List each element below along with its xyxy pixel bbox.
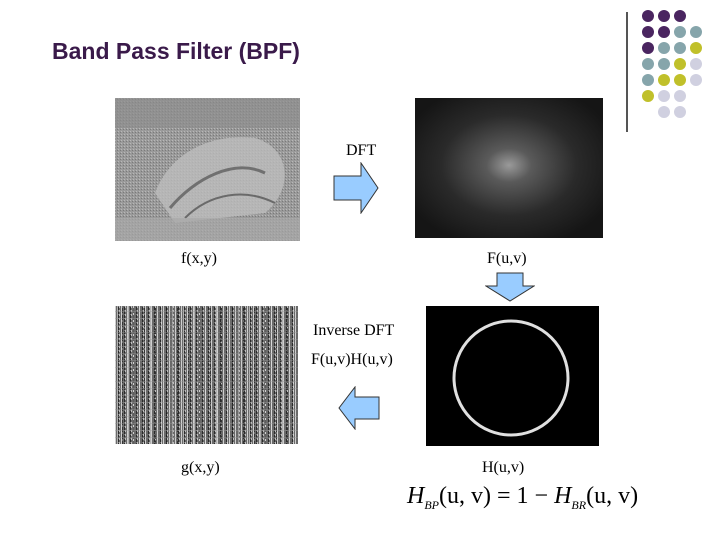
decorative-dot: [658, 58, 670, 70]
bpf-formula: HBP(u, v) = 1 − HBR(u, v): [407, 483, 638, 513]
lunar-rock-photo: [115, 98, 300, 241]
decorative-dot: [658, 26, 670, 38]
decorative-dot: [658, 74, 670, 86]
decorative-dot: [674, 74, 686, 86]
decorative-dot: [690, 58, 702, 70]
decorative-dot: [642, 74, 654, 86]
fh-product-label: F(u,v)H(u,v): [311, 351, 393, 368]
decorative-dot: [674, 42, 686, 54]
formula-rhs: H: [554, 483, 572, 509]
formula-equals: = 1 −: [497, 483, 549, 509]
decorative-dot: [690, 42, 702, 54]
decorative-dot: [658, 42, 670, 54]
formula-args1: (u, v): [439, 483, 491, 509]
decorative-dot: [690, 26, 702, 38]
Fuv-label: F(u,v): [487, 250, 527, 267]
inverse-dft-label: Inverse DFT: [313, 322, 395, 339]
decorative-dot-grid: [630, 8, 714, 118]
decorative-dot: [690, 74, 702, 86]
decorative-dot: [642, 26, 654, 38]
Huv-label: H(u,v): [482, 459, 525, 476]
decorative-dot: [674, 10, 686, 22]
fxy-label: f(x,y): [181, 250, 217, 267]
decorative-dot: [642, 42, 654, 54]
band-pass-ring-filter: [426, 306, 599, 446]
fourier-spectrum: [415, 98, 603, 238]
decorative-dot: [674, 58, 686, 70]
decorative-dot: [658, 90, 670, 102]
decorative-dot: [642, 58, 654, 70]
dft-label: DFT: [346, 142, 377, 159]
decorative-dot: [674, 90, 686, 102]
spectrum-image-Fuv: [415, 98, 603, 238]
formula-args2: (u, v): [586, 483, 639, 509]
right-arrow-icon: [333, 161, 379, 215]
formula-rhs-sub: BR: [571, 497, 587, 512]
down-arrow-icon: [484, 272, 536, 302]
decorative-dot: [658, 106, 670, 118]
slide-title: Band Pass Filter (BPF): [52, 38, 300, 64]
decorative-dot: [674, 26, 686, 38]
left-arrow-icon: [338, 385, 380, 431]
formula-lhs: H: [407, 483, 425, 509]
decorative-dot: [674, 106, 686, 118]
output-image-gxy: [115, 306, 298, 444]
formula-lhs-sub: BP: [424, 497, 440, 512]
input-image-fxy: [115, 98, 300, 241]
gxy-label: g(x,y): [181, 459, 220, 476]
decorative-dot: [658, 10, 670, 22]
filter-image-Huv: [426, 306, 599, 446]
decorative-dot: [642, 10, 654, 22]
filtered-output-image: [115, 306, 298, 444]
decorative-vertical-line: [626, 12, 628, 132]
decorative-dot: [642, 90, 654, 102]
